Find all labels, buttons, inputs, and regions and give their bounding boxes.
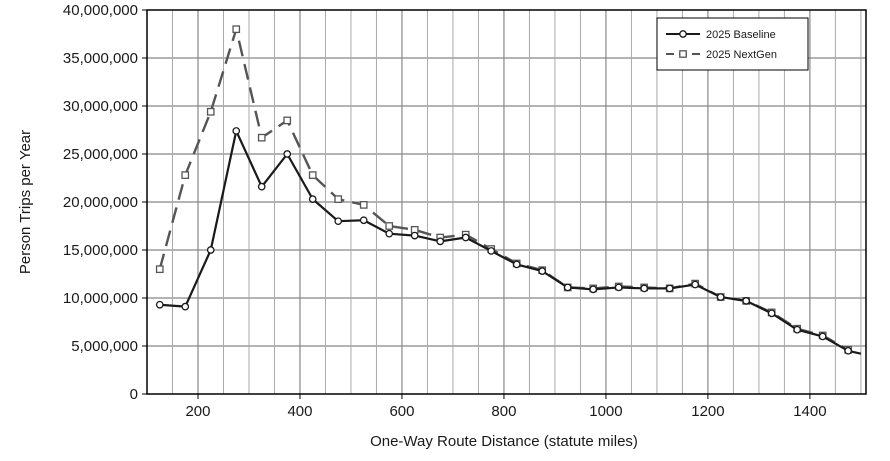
2025-nextgen-point — [232, 25, 241, 34]
legend-label: 2025 Baseline — [706, 29, 776, 41]
y-tick-label: 35,000,000 — [63, 50, 138, 67]
y-tick-label: 25,000,000 — [63, 146, 138, 163]
2025-baseline-point — [461, 233, 470, 242]
legend: 2025 Baseline 2025 NextGen — [656, 17, 809, 71]
y-tick-label: 10,000,000 — [63, 290, 138, 307]
series-layer — [155, 25, 862, 355]
legend-item-2025-nextgen: 2025 NextGen — [666, 49, 777, 61]
2025-baseline-point — [844, 346, 853, 355]
x-tick-label: 400 — [287, 403, 312, 420]
2025-baseline-point — [538, 267, 547, 275]
2025-baseline-point — [359, 216, 368, 225]
2025-baseline-point — [691, 280, 700, 289]
y-tick-label: 30,000,000 — [63, 98, 138, 115]
legend-point — [679, 50, 687, 58]
y-axis-ticks: 0 5,000,000 10,000,000 15,000,000 20,000,000… — [63, 2, 147, 403]
2025-baseline-point — [665, 284, 674, 293]
2025-baseline-point — [563, 283, 572, 292]
y-tick-label: 15,000,000 — [63, 242, 138, 259]
2025-baseline-point — [767, 309, 776, 318]
2025-nextgen-point — [283, 116, 292, 125]
x-tick-label: 600 — [389, 403, 414, 420]
legend-items: 2025 Baseline 2025 NextGen — [666, 29, 777, 61]
2025-baseline-point — [818, 332, 827, 341]
2025-baseline-point — [589, 285, 598, 294]
2025-baseline-point — [614, 283, 623, 292]
x-axis-label: One-Way Route Distance (statute miles) — [370, 433, 638, 450]
2025-baseline-point — [512, 260, 521, 269]
y-tick-label: 40,000,000 — [63, 2, 138, 19]
series-2025-baseline — [155, 127, 862, 355]
2025-nextgen-point — [359, 201, 368, 209]
x-tick-label: 1000 — [589, 403, 622, 420]
x-tick-label: 1400 — [793, 403, 826, 420]
y-axis-label: Person Trips per Year — [17, 130, 34, 274]
2025-baseline-point — [742, 297, 751, 305]
legend-label: 2025 NextGen — [706, 49, 777, 61]
2025-baseline-point — [155, 300, 164, 309]
series-line-2025-baseline — [159, 129, 862, 355]
2025-baseline-point — [640, 284, 649, 293]
2025-nextgen-point — [308, 171, 317, 179]
2025-baseline-point — [793, 325, 802, 334]
2025-baseline-point — [334, 217, 343, 226]
y-tick-label: 0 — [130, 386, 138, 403]
legend-point — [679, 30, 687, 38]
2025-nextgen-point — [257, 133, 266, 142]
2025-nextgen-point — [181, 171, 190, 179]
2025-nextgen-point — [385, 222, 394, 230]
2025-baseline-point — [487, 247, 496, 255]
y-tick-label: 5,000,000 — [71, 338, 138, 355]
legend-item-2025-baseline: 2025 Baseline — [666, 29, 776, 41]
2025-baseline-point — [283, 150, 292, 158]
x-tick-label: 800 — [491, 403, 516, 420]
2025-nextgen-point — [155, 265, 164, 274]
2025-baseline-point — [206, 246, 215, 254]
2025-baseline-point — [181, 302, 190, 311]
2025-baseline-point — [436, 237, 445, 246]
2025-nextgen-point — [206, 107, 215, 116]
2025-baseline-point — [232, 127, 241, 135]
2025-nextgen-point — [334, 195, 343, 203]
2025-baseline-point — [385, 229, 394, 238]
grid-lines — [147, 10, 866, 394]
2025-baseline-point — [308, 195, 317, 203]
x-tick-label: 1200 — [691, 403, 724, 420]
2025-baseline-point — [716, 293, 725, 301]
legend-box — [656, 17, 809, 71]
x-tick-label: 200 — [185, 403, 210, 420]
2025-baseline-point — [410, 231, 419, 240]
y-tick-label: 20,000,000 — [63, 194, 138, 211]
x-axis-ticks: 200 400 600 800 1000 1200 1400 — [185, 394, 827, 420]
2025-baseline-point — [257, 182, 266, 191]
